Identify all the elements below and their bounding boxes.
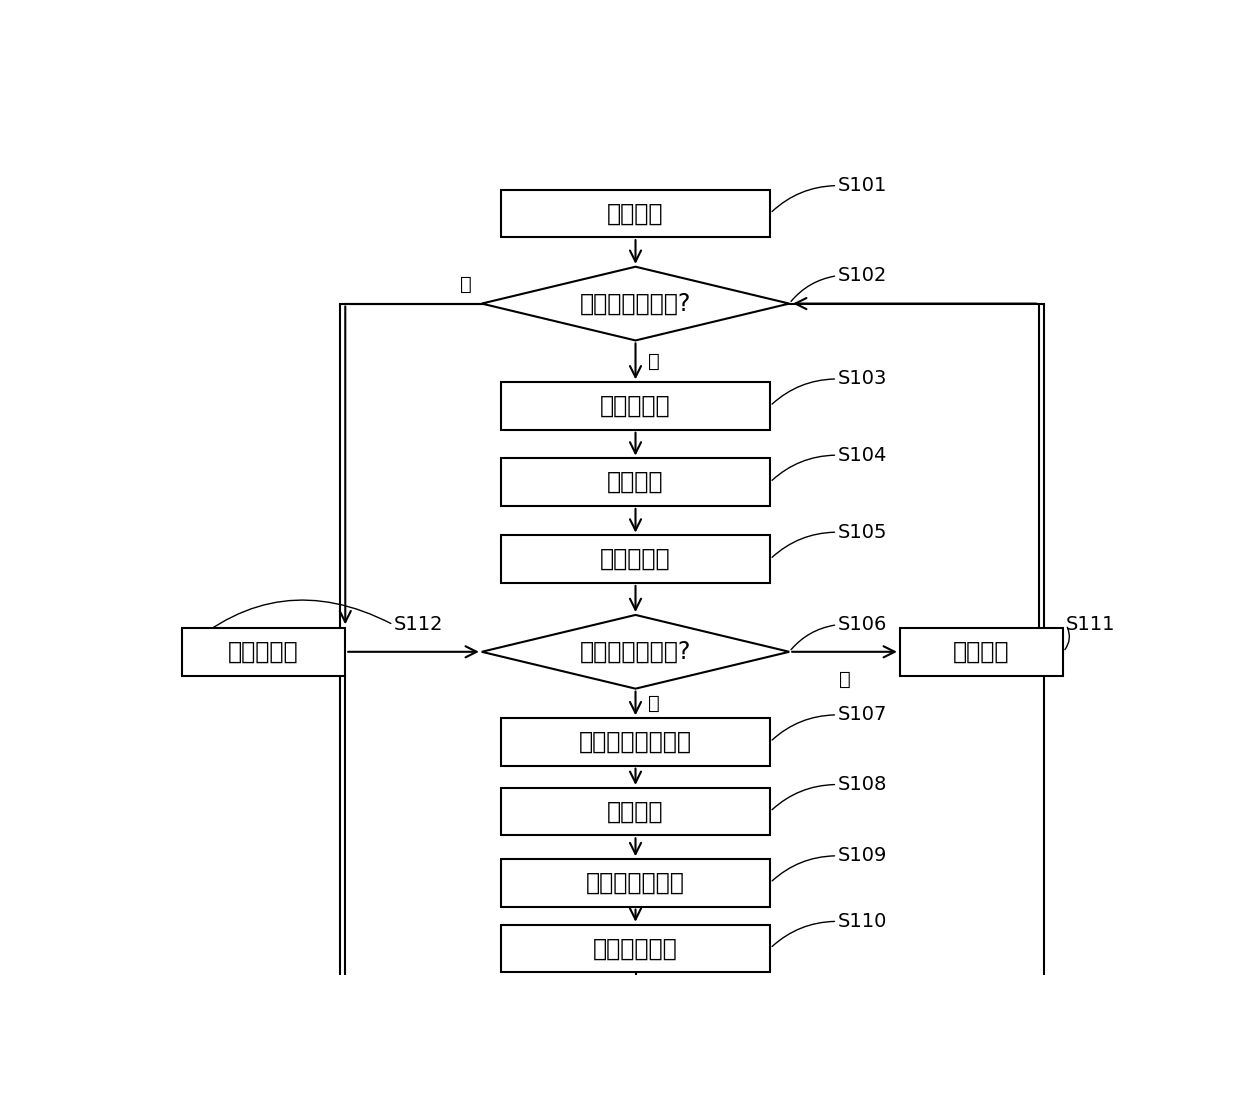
Bar [341, 304, 1044, 993]
Bar [900, 628, 1063, 675]
Text: 二值化图像: 二值化图像 [600, 393, 671, 418]
Bar [501, 925, 770, 972]
Text: 存在下一图像块?: 存在下一图像块? [580, 292, 691, 316]
Text: S102: S102 [837, 266, 887, 285]
Text: 是: 是 [649, 352, 660, 370]
Text: S107: S107 [837, 706, 887, 724]
Bar [501, 788, 770, 835]
Polygon shape [481, 266, 789, 341]
Bar [501, 536, 770, 583]
Bar [501, 718, 770, 766]
Text: S108: S108 [837, 775, 887, 794]
Text: 否: 否 [460, 275, 472, 294]
Text: 扫描区域的边界点: 扫描区域的边界点 [579, 730, 692, 754]
Text: 多类型曲线拟合: 多类型曲线拟合 [587, 871, 684, 894]
Text: S112: S112 [393, 615, 443, 635]
Text: 存在待拟合的边?: 存在待拟合的边? [580, 640, 691, 664]
Text: S111: S111 [1066, 615, 1116, 635]
Text: 是: 是 [649, 694, 660, 712]
Text: 求近似图像: 求近似图像 [228, 640, 299, 664]
Text: 求近似块: 求近似块 [954, 640, 1009, 664]
Text: S105: S105 [837, 523, 887, 541]
Text: 最佳拟合线型: 最佳拟合线型 [593, 936, 678, 960]
Text: S109: S109 [837, 846, 887, 866]
Bar [501, 458, 770, 506]
Text: S101: S101 [837, 176, 887, 195]
Text: 扫描边界点: 扫描边界点 [600, 547, 671, 571]
Text: S104: S104 [837, 446, 887, 465]
Bar [501, 190, 770, 237]
Text: 图像分块: 图像分块 [608, 202, 663, 226]
Text: S110: S110 [837, 912, 887, 931]
Text: S103: S103 [837, 369, 887, 388]
Bar [501, 859, 770, 906]
Text: S106: S106 [837, 615, 887, 635]
Text: 否: 否 [838, 670, 851, 688]
Polygon shape [481, 615, 789, 688]
Text: 直线拟合: 直线拟合 [608, 800, 663, 823]
Bar [182, 628, 345, 675]
Bar [501, 383, 770, 430]
Text: 尺度滤波: 尺度滤波 [608, 470, 663, 494]
